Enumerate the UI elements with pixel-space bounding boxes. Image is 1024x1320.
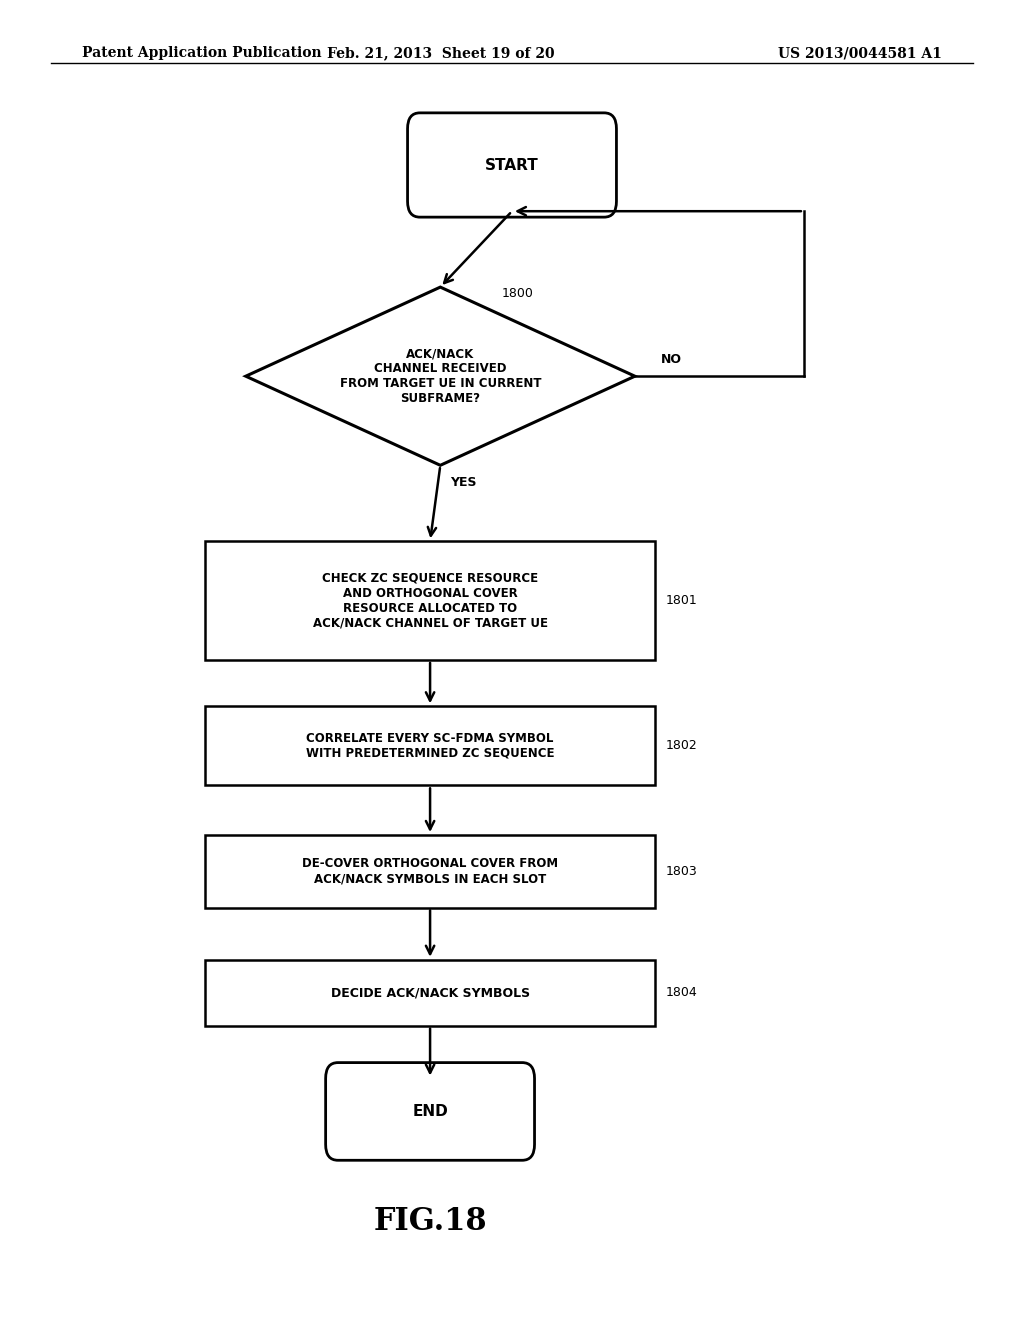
FancyBboxPatch shape [205, 706, 655, 785]
FancyBboxPatch shape [205, 960, 655, 1026]
Text: NO: NO [660, 352, 682, 366]
Text: DE-COVER ORTHOGONAL COVER FROM
ACK/NACK SYMBOLS IN EACH SLOT: DE-COVER ORTHOGONAL COVER FROM ACK/NACK … [302, 857, 558, 886]
Text: ACK/NACK
CHANNEL RECEIVED
FROM TARGET UE IN CURRENT
SUBFRAME?: ACK/NACK CHANNEL RECEIVED FROM TARGET UE… [340, 347, 541, 405]
Text: US 2013/0044581 A1: US 2013/0044581 A1 [778, 46, 942, 61]
Text: Patent Application Publication: Patent Application Publication [82, 46, 322, 61]
Text: CHECK ZC SEQUENCE RESOURCE
AND ORTHOGONAL COVER
RESOURCE ALLOCATED TO
ACK/NACK C: CHECK ZC SEQUENCE RESOURCE AND ORTHOGONA… [312, 572, 548, 630]
FancyBboxPatch shape [205, 836, 655, 908]
FancyBboxPatch shape [205, 541, 655, 660]
Text: CORRELATE EVERY SC-FDMA SYMBOL
WITH PREDETERMINED ZC SEQUENCE: CORRELATE EVERY SC-FDMA SYMBOL WITH PRED… [306, 731, 554, 760]
Text: 1801: 1801 [666, 594, 697, 607]
Text: YES: YES [451, 477, 477, 488]
FancyBboxPatch shape [408, 114, 616, 216]
Polygon shape [246, 288, 635, 466]
Text: 1804: 1804 [666, 986, 697, 999]
FancyBboxPatch shape [326, 1063, 535, 1160]
Text: 1802: 1802 [666, 739, 697, 752]
Text: 1800: 1800 [502, 288, 534, 301]
Text: DECIDE ACK/NACK SYMBOLS: DECIDE ACK/NACK SYMBOLS [331, 986, 529, 999]
Text: END: END [413, 1104, 447, 1119]
Text: FIG.18: FIG.18 [374, 1205, 486, 1237]
Text: 1803: 1803 [666, 865, 697, 878]
Text: Feb. 21, 2013  Sheet 19 of 20: Feb. 21, 2013 Sheet 19 of 20 [327, 46, 554, 61]
Text: START: START [485, 157, 539, 173]
